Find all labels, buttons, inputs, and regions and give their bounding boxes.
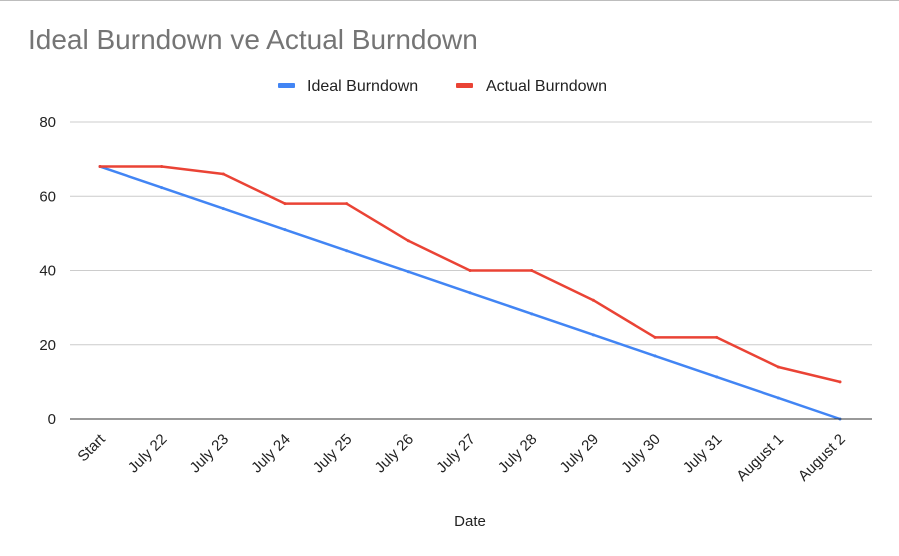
y-tick-label-20: 20 <box>39 337 56 354</box>
legend-label-0: Ideal Burndown <box>307 78 418 95</box>
data-point <box>345 202 349 206</box>
x-tick-label: August 1 <box>733 431 787 485</box>
x-tick-label: August 2 <box>795 431 849 485</box>
x-tick-label: July 27 <box>433 431 479 477</box>
chart-title: Ideal Burndown ve Actual Burndown <box>28 24 478 55</box>
data-point <box>406 239 410 243</box>
x-tick-label: July 24 <box>248 431 294 477</box>
data-point <box>591 333 595 337</box>
x-tick-label: July 31 <box>680 431 726 477</box>
x-tick-label: July 23 <box>187 431 233 477</box>
top-border <box>0 0 899 1</box>
data-point <box>160 165 164 169</box>
series-lines <box>98 165 842 421</box>
data-point <box>283 202 287 206</box>
y-tick-label-80: 80 <box>39 114 56 131</box>
data-point <box>715 335 719 339</box>
data-point <box>406 270 410 274</box>
data-point <box>776 396 780 400</box>
legend-swatch-0 <box>278 83 295 88</box>
x-tick-label: July 28 <box>495 431 541 477</box>
x-tick-label: July 25 <box>310 431 356 477</box>
legend-label-1: Actual Burndown <box>486 78 607 95</box>
data-point <box>283 228 287 232</box>
legend: Ideal Burndown Actual Burndown <box>278 78 607 95</box>
y-tick-label-60: 60 <box>39 188 56 205</box>
data-point <box>221 207 225 211</box>
x-tick-label: July 29 <box>557 431 603 477</box>
gridlines <box>70 121 872 346</box>
data-point <box>591 298 595 302</box>
data-point <box>653 354 657 358</box>
data-point <box>530 312 534 316</box>
x-axis-ticks: Start July 22 July 23 July 24 July 25 July 26… <box>74 430 848 484</box>
data-point <box>98 165 102 169</box>
x-tick-label: July 30 <box>618 431 664 477</box>
y-tick-label-0: 0 <box>48 411 56 428</box>
data-point <box>160 186 164 190</box>
y-tick-label-40: 40 <box>39 263 56 280</box>
data-point <box>530 269 534 272</box>
x-axis-title: Date <box>454 513 486 530</box>
legend-swatch-1 <box>456 83 473 88</box>
data-point <box>715 375 719 379</box>
data-point <box>221 172 225 176</box>
x-tick-label: July 22 <box>125 431 171 477</box>
x-tick-label: July 26 <box>372 431 418 477</box>
x-tick-label: Start <box>74 430 109 465</box>
y-axis-ticks: 0 20 40 60 80 <box>39 114 56 428</box>
data-point <box>776 365 780 369</box>
data-point <box>468 269 472 272</box>
series-line-1 <box>98 165 842 384</box>
data-point <box>468 291 472 295</box>
data-point <box>345 249 349 253</box>
data-point <box>838 380 842 384</box>
data-point <box>653 335 657 339</box>
